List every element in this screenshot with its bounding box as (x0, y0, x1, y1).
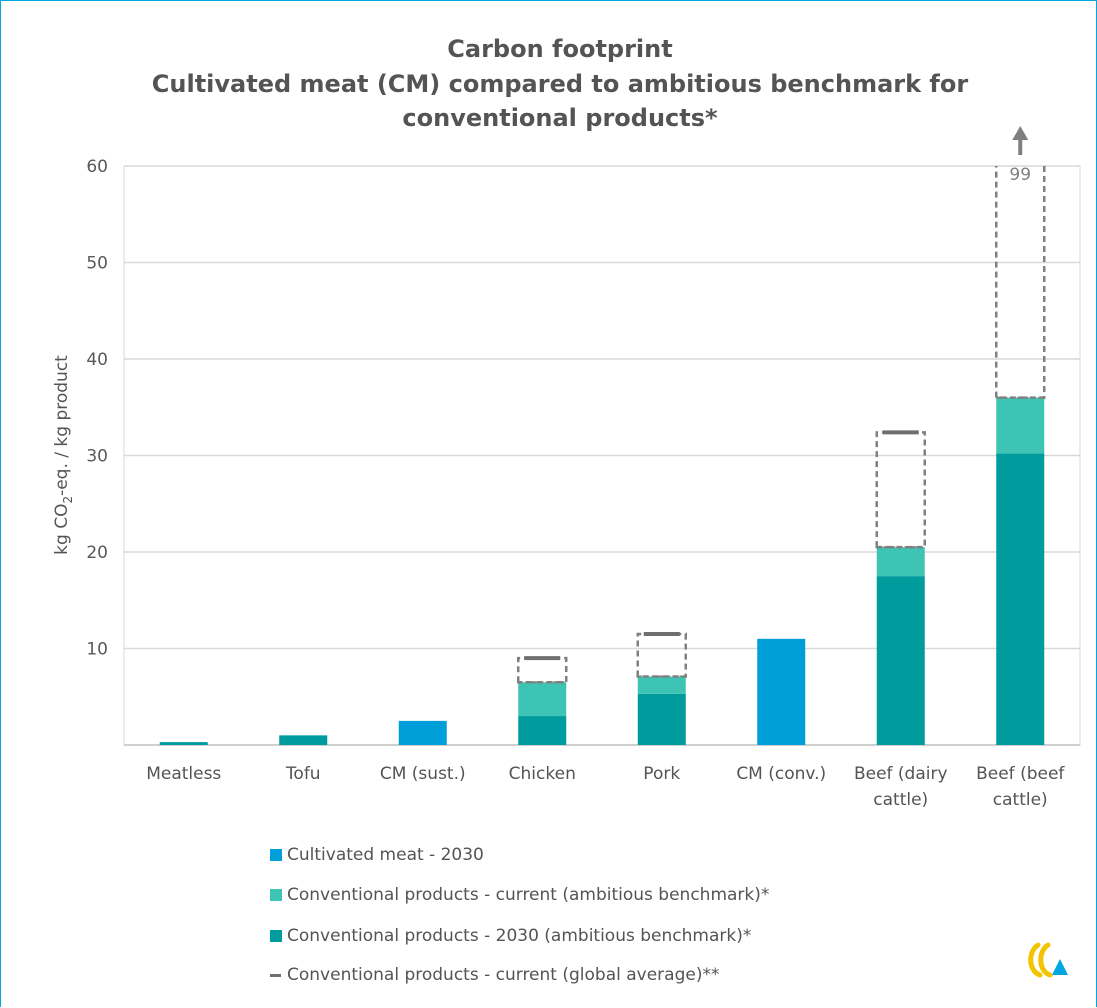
annotation-arrow-head (1012, 126, 1029, 140)
legend-label: Cultivated meat - 2030 (287, 845, 484, 865)
y-tick-label: 30 (86, 447, 108, 467)
bar-global-average-outline (636, 632, 687, 678)
x-tick-label: CM (conv.) (736, 764, 826, 784)
x-tick-label: cattle) (993, 790, 1048, 810)
y-tick-label: 10 (86, 640, 108, 660)
bar-conventional-2030 (876, 576, 925, 745)
x-tick-label: cattle) (873, 790, 928, 810)
legend-item: Conventional products - 2030 (ambitious … (270, 926, 751, 946)
bar-conventional-2030 (518, 716, 567, 745)
chart-svg: 10 20 30 40 50 60 kg CO2-eq. / kg product 99 Mea… (52, 126, 1081, 810)
bar-cultivated-meat (757, 638, 806, 745)
y-tick-label: 60 (86, 157, 108, 177)
bar-global-average-outline (995, 166, 1046, 399)
bar-cultivated-meat (398, 720, 447, 745)
chart-title-line-2: Cultivated meat (CM) compared to ambitio… (151, 70, 969, 98)
annotation-value-label: 99 (1009, 165, 1031, 185)
bar-conventional-current (876, 547, 925, 577)
x-tick-label: Chicken (509, 764, 576, 784)
x-tick-label: Pork (643, 764, 680, 784)
x-tick-label: Beef (dairy (854, 764, 948, 784)
bar-conventional-2030 (637, 693, 686, 745)
legend-item: Cultivated meat - 2030 (270, 845, 484, 865)
brand-logo (1028, 942, 1068, 978)
bar-conventional-current (518, 682, 567, 717)
bar-global-average-outline (875, 431, 926, 549)
legend-label: Conventional products - 2030 (ambitious … (287, 926, 752, 946)
y-axis-label: kg CO2-eq. / kg product (52, 355, 75, 555)
legend-swatch (270, 930, 282, 942)
bar-conventional-2030 (279, 735, 328, 745)
legend-swatch (270, 849, 282, 861)
bar-conventional-current (996, 397, 1045, 454)
chart-title-line-1: Carbon footprint (447, 35, 673, 63)
logo-arc-2 (1038, 942, 1053, 978)
bar-global-average-outline (517, 656, 568, 684)
logo-arc-1 (1028, 942, 1043, 978)
x-tick-label: Beef (beef (976, 764, 1065, 784)
y-tick-label: 40 (86, 350, 108, 370)
y-tick-label: 20 (86, 543, 108, 563)
bar-conventional-current (637, 676, 686, 694)
legend-item: Conventional products - current (global … (270, 965, 719, 985)
chart-title-line-3: conventional products* (402, 104, 718, 132)
x-tick-label: CM (sust.) (380, 764, 466, 784)
legend-label: Conventional products - current (global … (287, 965, 720, 985)
legend-label: Conventional products - current (ambitio… (287, 885, 770, 905)
bar-conventional-2030 (996, 453, 1045, 745)
logo-triangle (1052, 959, 1068, 975)
x-tick-label: Meatless (146, 764, 221, 784)
bar-conventional-2030 (159, 742, 208, 745)
y-tick-label: 50 (86, 254, 108, 274)
x-tick-label: Tofu (285, 764, 321, 784)
legend-dash-marker (270, 973, 281, 977)
legend-item: Conventional products - current (ambitio… (270, 885, 769, 905)
legend-swatch (270, 889, 282, 901)
